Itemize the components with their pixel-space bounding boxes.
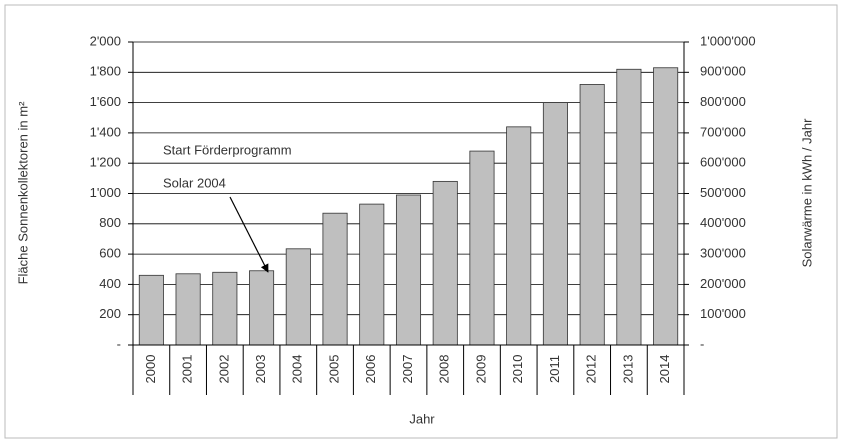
y2-tick-label: - [700, 336, 704, 351]
x-tick-label: 2010 [510, 355, 525, 384]
y2-tick-label: 200'000 [700, 276, 746, 291]
y2-tick-label: 800'000 [700, 94, 746, 109]
x-tick-label: 2002 [216, 355, 231, 384]
x-tick-label: 2009 [473, 355, 488, 384]
y-tick-label: 600 [99, 246, 121, 261]
y-tick-label: 1'000 [90, 185, 121, 200]
y-axis-label: Fläche Sonnenkollektoren in m² [15, 101, 30, 284]
x-tick-label: 2005 [326, 355, 341, 384]
bar [395, 194, 422, 346]
x-tick-label: 2014 [657, 355, 672, 384]
bar [285, 248, 311, 346]
y2-tick-label: 700'000 [700, 124, 746, 139]
bar [506, 126, 532, 346]
y2-tick-label: 600'000 [700, 155, 746, 170]
x-tick-label: 2004 [290, 355, 305, 384]
x-tick-label: 2006 [363, 355, 378, 384]
y-tick-label: - [117, 336, 121, 351]
annotation: Solar 2004 [163, 175, 226, 190]
y2-tick-label: 1'000'000 [700, 33, 756, 48]
bar [359, 203, 385, 346]
annotation: Start Förderprogramm [163, 142, 292, 157]
x-tick-label: 2007 [400, 355, 415, 384]
y-tick-label: 1'600 [90, 94, 121, 109]
x-tick-label: 2012 [584, 355, 599, 384]
y-tick-label: 800 [99, 215, 121, 230]
bar [138, 274, 164, 346]
x-tick-label: 2008 [437, 355, 452, 384]
y-tick-label: 1'200 [90, 155, 121, 170]
bar [212, 271, 238, 346]
x-tick-label: 2013 [620, 355, 635, 384]
x-tick-label: 2000 [143, 355, 158, 384]
bar [322, 212, 348, 346]
bar [249, 270, 275, 346]
plot: - 200 400 600 800 1'000 1'200 1'400 1'600 1'800 2'… [90, 33, 756, 395]
bar [653, 67, 679, 346]
annotation-arrow [229, 196, 269, 273]
y-tick-label: 200 [99, 306, 121, 321]
y-tick-label: 2'000 [90, 33, 121, 48]
x-axis-label: Jahr [409, 411, 435, 426]
bar [616, 68, 642, 346]
bar [432, 180, 458, 346]
y2-tick-label: 400'000 [700, 215, 746, 230]
y2-tick-label: 500'000 [700, 185, 746, 200]
y-tick-label: 400 [99, 276, 121, 291]
bar [469, 150, 495, 346]
y-tick-label: 1'400 [90, 124, 121, 139]
bar [579, 84, 605, 346]
bar [175, 273, 201, 346]
x-tick-label: 2001 [180, 355, 195, 384]
x-tick-label: 2011 [547, 355, 562, 383]
y2-tick-label: 300'000 [700, 246, 746, 261]
bar [542, 102, 568, 346]
y2-axis-label: Solarwärme in kWh / Jahr [799, 118, 814, 267]
y-tick-label: 1'800 [90, 64, 121, 79]
y2-tick-label: 100'000 [700, 306, 746, 321]
y2-tick-label: 900'000 [700, 64, 746, 79]
x-tick-label: 2003 [253, 355, 268, 384]
